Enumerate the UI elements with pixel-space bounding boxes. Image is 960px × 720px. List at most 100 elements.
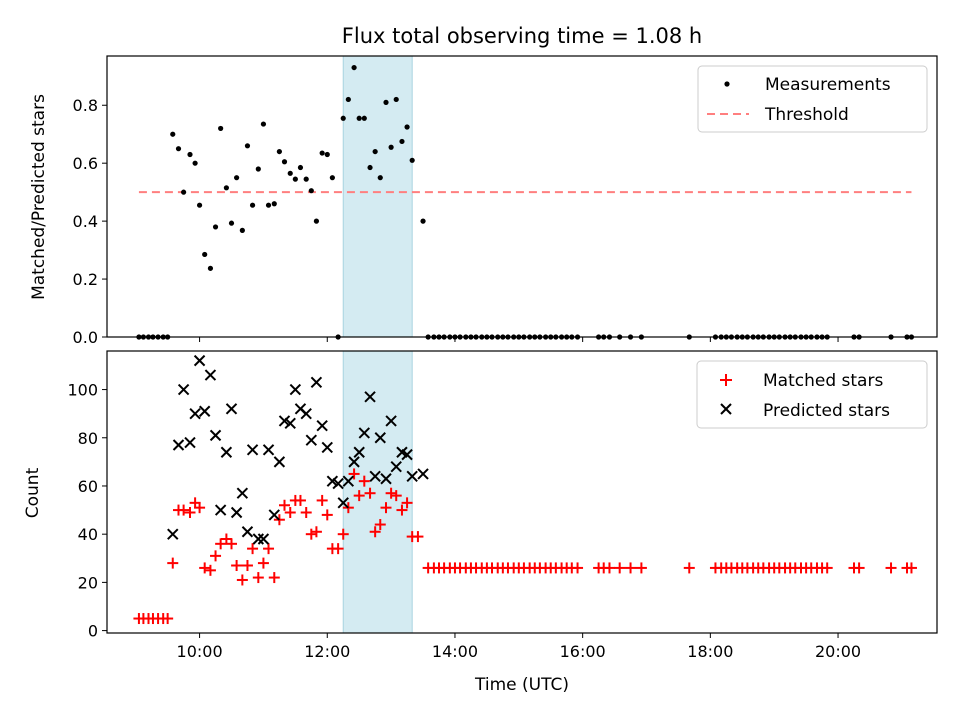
matched-star-point xyxy=(305,528,317,540)
bottom-y-tick-label: 40 xyxy=(78,525,98,544)
matched-star-point xyxy=(614,562,626,574)
matched-star-point xyxy=(236,574,248,586)
top-y-tick-label: 0.0 xyxy=(73,328,98,347)
matched-star-point xyxy=(199,562,211,574)
bottom-y-tick-label: 20 xyxy=(78,573,98,592)
matched-star-point xyxy=(210,550,222,562)
measurement-point xyxy=(234,175,240,181)
matched-star-point xyxy=(390,490,402,502)
matched-star-point xyxy=(284,506,296,518)
predicted-star-point xyxy=(177,383,190,396)
measurement-point xyxy=(249,202,256,208)
predicted-star-point xyxy=(246,444,259,456)
matched-star-point xyxy=(226,538,237,550)
predicted-star-point xyxy=(225,403,238,415)
measurement-point xyxy=(239,227,245,233)
top-panel: 0.00.20.40.60.8 Matched/Predicted stars … xyxy=(29,55,938,347)
x-tick-label: 12:00 xyxy=(304,642,350,661)
x-tick-label: 10:00 xyxy=(177,642,223,661)
matched-star-point xyxy=(167,557,179,569)
measurement-point xyxy=(420,218,426,224)
measurement-point xyxy=(181,189,187,195)
measurement-point xyxy=(244,143,251,149)
bottom-x-axis-ticks: 10:00 12:00 14:00 16:00 18:00 20:00 xyxy=(177,633,861,661)
predicted-star-point xyxy=(257,533,270,545)
predicted-star-point xyxy=(273,456,286,468)
predicted-star-point xyxy=(284,417,296,430)
measurement-point xyxy=(383,99,389,105)
matched-star-point xyxy=(257,557,269,569)
chart-title: Flux total observing time = 1.08 h xyxy=(342,24,702,48)
matched-star-point xyxy=(194,502,206,514)
top-y-tick-label: 0.6 xyxy=(73,154,98,173)
measurement-point xyxy=(175,146,182,152)
top-y-tick-label: 0.4 xyxy=(73,212,98,231)
measurement-point xyxy=(393,96,399,103)
matched-star-point xyxy=(412,531,424,543)
x-tick-label: 20:00 xyxy=(815,642,861,661)
matched-star-point xyxy=(263,543,275,555)
predicted-star-point xyxy=(220,446,233,458)
measurement-point xyxy=(196,202,203,208)
matched-star-point xyxy=(241,560,253,572)
matched-star-point xyxy=(321,509,333,521)
predicted-star-point xyxy=(374,432,386,444)
matched-star-point xyxy=(252,572,264,584)
top-y-tick-label: 0.8 xyxy=(73,96,98,115)
top-x-axis-ticks xyxy=(199,337,839,342)
matched-star-point xyxy=(268,572,280,584)
predicted-stars-series xyxy=(167,354,429,545)
predicted-star-point xyxy=(252,533,265,545)
measurement-point xyxy=(324,151,330,158)
predicted-star-point xyxy=(353,446,365,458)
top-legend: Measurements Threshold xyxy=(697,65,928,133)
measurement-point xyxy=(388,144,394,150)
bottom-legend-box xyxy=(696,360,928,429)
matched-star-point xyxy=(184,506,196,518)
predicted-star-point xyxy=(369,470,381,483)
matched-star-point xyxy=(300,506,312,518)
top-y-tick-label: 0.2 xyxy=(73,270,98,289)
matched-star-point xyxy=(374,519,386,531)
bottom-y-tick-label: 100 xyxy=(67,381,98,400)
legend-matched-marker xyxy=(720,374,732,386)
measurement-point xyxy=(361,115,367,121)
predicted-star-point xyxy=(326,475,339,487)
measurement-point xyxy=(218,125,224,132)
top-y-axis-ticks: 0.0 0.2 0.4 0.6 0.8 xyxy=(73,96,107,347)
legend-measurements-label: Measurements xyxy=(765,75,891,95)
legend-predicted-label: Predicted stars xyxy=(763,401,890,421)
measurement-point xyxy=(345,96,351,103)
legend-measurements-marker xyxy=(724,81,730,87)
bottom-y-tick-label: 0 xyxy=(88,622,98,641)
matched-star-point xyxy=(220,533,232,545)
matched-star-point xyxy=(162,613,174,625)
measurement-point xyxy=(281,159,288,165)
measurement-point xyxy=(356,115,362,121)
measurement-point xyxy=(340,115,346,121)
top-y-axis-label: Matched/Predicted stars xyxy=(29,94,49,300)
predicted-star-point xyxy=(348,456,360,468)
measurement-point xyxy=(409,157,415,163)
measurement-point xyxy=(271,201,277,207)
predicted-star-point xyxy=(358,427,371,439)
matched-star-point xyxy=(683,562,695,574)
measurement-point xyxy=(367,164,373,171)
bottom-axes-frame xyxy=(106,350,938,634)
measurement-point xyxy=(404,124,410,130)
top-legend-box xyxy=(697,65,928,133)
matched-star-point xyxy=(380,502,392,514)
matched-star-point xyxy=(625,562,637,574)
measurement-point xyxy=(202,251,208,258)
measurement-point xyxy=(297,164,304,171)
predicted-star-point xyxy=(236,487,249,499)
predicted-star-point xyxy=(184,436,196,449)
matched-stars-series xyxy=(133,468,917,625)
matched-star-point xyxy=(358,475,370,487)
bottom-panel: 0 20 40 60 80 100 10:00 12:00 14:00 16:00 18:00 20… xyxy=(23,350,938,695)
measurement-point xyxy=(287,170,293,176)
measurement-point xyxy=(265,202,272,208)
measurement-point xyxy=(292,176,298,182)
matched-star-point xyxy=(294,494,306,506)
bottom-y-axis-label: Count xyxy=(23,467,43,518)
